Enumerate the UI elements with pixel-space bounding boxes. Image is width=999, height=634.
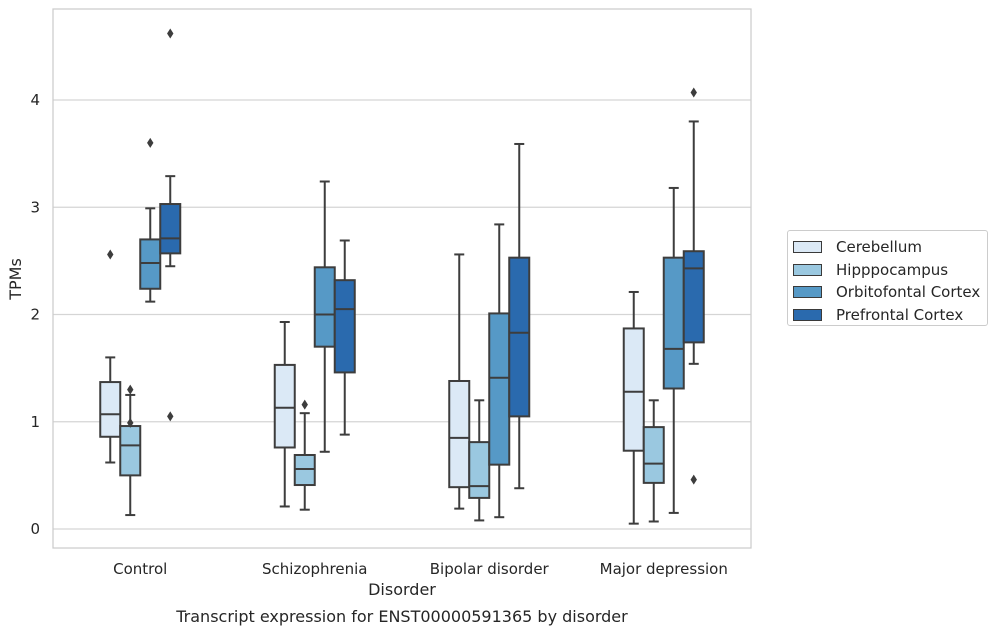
y-axis-label: TPMs xyxy=(6,258,25,301)
outlier-point xyxy=(107,249,114,260)
box-group xyxy=(99,249,122,464)
box xyxy=(333,279,356,374)
box xyxy=(448,379,471,489)
box-group xyxy=(119,384,142,517)
legend-swatch xyxy=(793,241,822,254)
x-tick-label: Major depression xyxy=(600,560,728,578)
legend-label: Hipppocampus xyxy=(836,260,949,279)
y-tick-label: 0 xyxy=(30,520,40,538)
box xyxy=(662,256,685,390)
box-group xyxy=(682,87,705,485)
box-group xyxy=(448,253,471,510)
legend-label: Orbitofontal Cortex xyxy=(836,283,981,302)
outlier-point xyxy=(167,28,174,39)
box-group xyxy=(293,399,316,511)
legend-item: Hipppocampus xyxy=(788,259,987,282)
legend: Cerebellum Hipppocampus Orbitofontal Corte… xyxy=(787,230,988,326)
outlier-point xyxy=(127,417,134,428)
y-tick-label: 1 xyxy=(30,413,40,431)
box-group xyxy=(313,180,336,453)
box-group xyxy=(159,28,182,422)
box xyxy=(488,312,511,466)
box xyxy=(622,327,645,452)
legend-swatch xyxy=(793,263,822,276)
box-group xyxy=(139,137,162,303)
box xyxy=(99,381,122,438)
x-tick-label: Bipolar disorder xyxy=(430,560,550,578)
box-group xyxy=(333,239,356,436)
box xyxy=(508,256,531,418)
box-group xyxy=(642,399,665,523)
outlier-point xyxy=(690,87,697,98)
box xyxy=(159,203,182,255)
y-tick-label: 2 xyxy=(30,306,40,324)
x-tick-labels: Control Schizophrenia Bipolar disorder Majo… xyxy=(113,560,728,578)
y-tick-label: 3 xyxy=(30,198,40,216)
y-tick-labels: 0 1 2 3 4 xyxy=(30,91,40,538)
box-group xyxy=(508,142,531,490)
x-axis-label: Disorder xyxy=(368,580,436,599)
legend-swatch xyxy=(793,308,822,321)
y-tick-label: 4 xyxy=(30,91,40,109)
box-group xyxy=(488,223,511,519)
outlier-point xyxy=(167,411,174,422)
box xyxy=(273,363,296,449)
legend-item: Orbitofontal Cortex xyxy=(788,281,987,304)
outlier-point xyxy=(690,474,697,485)
x-tick-label: Schizophrenia xyxy=(262,560,367,578)
box xyxy=(139,238,162,290)
box xyxy=(313,266,336,348)
plot-area-frame xyxy=(52,8,752,549)
box xyxy=(682,250,705,344)
chart-title: Transcript expression for ENST0000059136… xyxy=(175,607,628,626)
box xyxy=(642,426,665,484)
x-tick-label: Control xyxy=(113,560,167,578)
box xyxy=(293,453,316,487)
box-group xyxy=(622,290,645,525)
outlier-point xyxy=(147,137,154,148)
outlier-point xyxy=(127,384,134,395)
legend-item: Prefrontal Cortex xyxy=(788,304,987,327)
box-marks xyxy=(99,28,705,525)
legend-item: Cerebellum xyxy=(788,236,987,259)
box xyxy=(468,441,491,499)
legend-label: Prefrontal Cortex xyxy=(836,305,964,324)
box-group xyxy=(662,186,685,514)
outlier-point xyxy=(301,399,308,410)
box xyxy=(119,425,142,477)
box-group xyxy=(468,399,491,522)
box-group xyxy=(273,321,296,508)
legend-swatch xyxy=(793,286,822,299)
legend-label: Cerebellum xyxy=(836,238,922,257)
